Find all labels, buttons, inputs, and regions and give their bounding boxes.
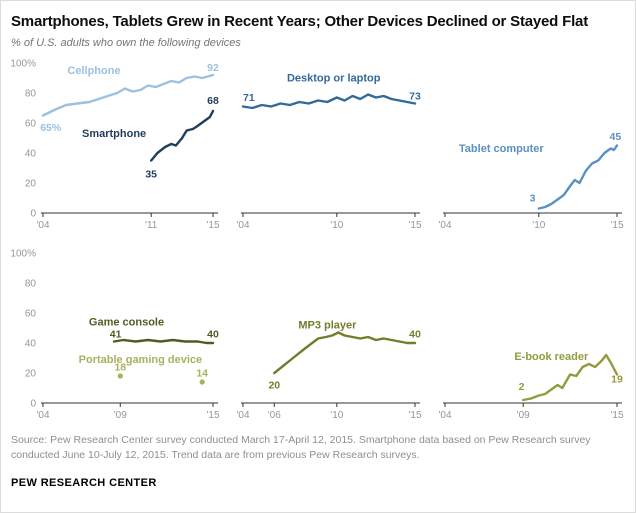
y-tick-label: 80 <box>25 89 37 100</box>
x-tick-label: '15 <box>206 220 219 231</box>
y-tick-label: 20 <box>25 369 37 380</box>
x-tick-label: '06 <box>268 410 281 421</box>
chart-panel-mp3: '04 '06 '10 '15 MP3 player 20 40 <box>236 247 425 422</box>
chart-label: 3 <box>530 193 536 205</box>
y-tick-label: 60 <box>25 119 37 130</box>
source-note: Source: Pew Research Center survey condu… <box>11 434 591 462</box>
cellphone-smartphone-chart: '04 '11 '15 100% 80 60 40 20 0 Cellphone 65% 92 Smar… <box>10 59 220 232</box>
chart-label: Portable gaming device <box>79 354 202 366</box>
series-line-game-console <box>112 338 215 345</box>
x-tick-label: '10 <box>532 220 545 231</box>
x-tick-label: '11 <box>145 220 158 231</box>
chart-label: Desktop or laptop <box>287 73 381 85</box>
chart-label: 73 <box>409 91 421 103</box>
chart-label: 35 <box>145 169 157 181</box>
y-tick-label: 100% <box>10 59 36 70</box>
series-line-cellphone <box>41 73 215 117</box>
x-tick-label: '15 <box>206 410 219 421</box>
y-tick-label: 80 <box>25 279 37 290</box>
chart-label: 65% <box>40 122 62 134</box>
chart-label: 40 <box>409 329 421 341</box>
ebook-chart: '04 '09 '15 E-book reader 2 19 <box>438 351 623 421</box>
y-tick-label: 60 <box>25 309 37 320</box>
chart-label: 14 <box>196 368 208 380</box>
chart-row-top: '04 '11 '15 100% 80 60 40 20 0 Cellphone 65% 92 Smar… <box>10 57 627 232</box>
desktop-laptop-chart: '04 '10 '15 Desktop or laptop 71 73 <box>236 73 421 232</box>
y-tick-label: 40 <box>25 339 37 350</box>
chart-label: Tablet computer <box>459 143 544 155</box>
chart-panel-gaming: '04 '09 '15 100% 80 60 40 20 0 Game console 41 40 Po… <box>10 247 223 422</box>
chart-panel-ebook: '04 '09 '15 E-book reader 2 19 <box>438 247 627 421</box>
page-subtitle: % of U.S. adults who own the following d… <box>11 37 241 49</box>
series-line-mp3-player <box>273 331 417 375</box>
y-tick-label: 0 <box>30 399 36 410</box>
x-tick-label: '15 <box>408 410 421 421</box>
chart-label: E-book reader <box>514 351 589 363</box>
tablet-chart: '04 '10 '15 Tablet computer 3 45 <box>438 131 623 231</box>
chart-label: 2 <box>519 381 525 393</box>
report-header: Smartphones, Tablets Grew in Recent Year… <box>1 1 635 49</box>
y-tick-label: 20 <box>25 179 37 190</box>
x-tick-label: '15 <box>610 410 623 421</box>
series-line-smartphone <box>149 109 215 162</box>
series-line-desktop-or-laptop <box>241 93 417 110</box>
y-tick-label: 0 <box>30 209 36 220</box>
chart-row-bottom: '04 '09 '15 100% 80 60 40 20 0 Game console 41 40 Po… <box>10 247 627 422</box>
page-title: Smartphones, Tablets Grew in Recent Year… <box>11 13 588 30</box>
chart-label: 40 <box>207 329 219 341</box>
data-point-portable-gaming-device <box>117 373 123 379</box>
series-line-e-book-reader <box>521 353 619 402</box>
chart-panel-desktop-laptop: '04 '10 '15 Desktop or laptop 71 73 <box>236 57 425 232</box>
chart-label: Cellphone <box>67 65 120 77</box>
chart-label: 45 <box>610 131 622 143</box>
x-tick-label: '15 <box>610 220 623 231</box>
chart-label: 68 <box>207 95 219 107</box>
x-tick-label: '04 <box>36 220 49 231</box>
chart-label: 41 <box>110 329 122 341</box>
data-point-portable-gaming-device <box>199 379 205 385</box>
chart-label: 18 <box>114 362 126 374</box>
small-multiples-grid: '04'11'15 100% 80 60 40 20 0 Cellphone 65% 92 Smar… <box>1 57 635 422</box>
x-tick-label: '09 <box>517 410 530 421</box>
chart-panel-tablet: '04 '10 '15 Tablet computer 3 45 <box>438 57 627 231</box>
x-tick-label: '04 <box>438 410 451 421</box>
chart-label: 20 <box>268 380 280 392</box>
brand-footer: PEW RESEARCH CENTER <box>11 477 157 490</box>
chart-label: 19 <box>611 374 623 386</box>
mp3-chart: '04 '06 '10 '15 MP3 player 20 40 <box>236 320 421 422</box>
x-tick-label: '04 <box>36 410 49 421</box>
y-tick-label: 100% <box>10 249 36 260</box>
x-tick-label: '15 <box>408 220 421 231</box>
x-tick-label: '04 <box>236 220 249 231</box>
chart-label: 71 <box>243 92 255 104</box>
y-tick-label: 40 <box>25 149 37 160</box>
x-tick-label: '09 <box>114 410 127 421</box>
x-tick-label: '04 <box>438 220 451 231</box>
x-tick-label: '10 <box>330 410 343 421</box>
series-line-tablet-computer <box>537 144 619 210</box>
x-tick-label: '04 <box>236 410 249 421</box>
chart-label: MP3 player <box>298 320 357 332</box>
chart-label: Smartphone <box>82 128 146 140</box>
x-tick-label: '10 <box>330 220 343 231</box>
chart-label: Game console <box>89 317 164 329</box>
chart-panel-cellphone-smartphone: '04 '11 '15 100% 80 60 40 20 0 Cellphone 65% 92 Smar… <box>10 57 223 232</box>
chart-label: 92 <box>207 62 219 74</box>
